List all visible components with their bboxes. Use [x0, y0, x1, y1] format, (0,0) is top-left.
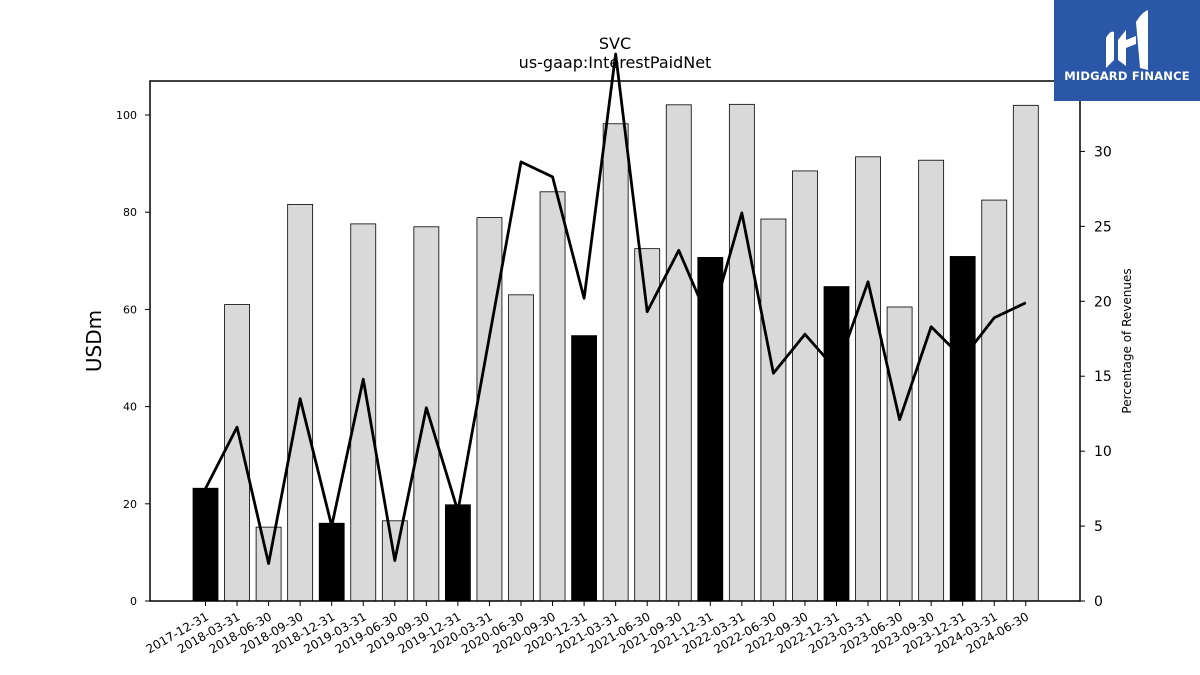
y-tick-label: 60 [123, 303, 137, 316]
bar [792, 170, 818, 602]
y2-axis-label: Percentage of Revenues [1120, 268, 1134, 413]
bar [918, 159, 945, 602]
y2-tick-label: 30 [1094, 144, 1112, 160]
bar [444, 504, 471, 602]
y2-tick-label: 20 [1094, 294, 1112, 310]
bar [602, 123, 629, 602]
bar [1012, 104, 1039, 602]
bar [728, 103, 755, 602]
y-tick-label: 40 [123, 401, 137, 414]
bar [318, 522, 345, 602]
chart-title: SVC [599, 34, 631, 53]
bar [476, 217, 503, 602]
bar [823, 286, 850, 602]
bar [192, 487, 219, 602]
y2-tick-label: 0 [1094, 594, 1103, 610]
bar [760, 218, 787, 602]
y-axis-label: USDm [82, 310, 106, 372]
bar [571, 335, 597, 602]
series-line [204, 52, 1027, 565]
bar [855, 156, 881, 602]
y2-tick-label: 5 [1094, 519, 1103, 535]
bar [665, 104, 692, 602]
y2-tick-label: 25 [1094, 219, 1112, 235]
bar [697, 257, 724, 602]
plot-frame [149, 80, 1081, 602]
brand-logo: MIDGARD FINANCE [1054, 0, 1200, 101]
bar [886, 306, 913, 602]
y2-tick-label: 10 [1094, 444, 1112, 460]
brand-name: MIDGARD FINANCE [1064, 69, 1190, 83]
bar [981, 199, 1008, 602]
bar [539, 191, 566, 602]
y-tick-label: 0 [130, 595, 137, 608]
y-tick-label: 20 [123, 498, 137, 511]
bar [350, 223, 377, 602]
y2-tick-label: 15 [1094, 369, 1112, 385]
bar [949, 256, 976, 602]
bar [224, 304, 250, 602]
brand-mark-icon [1106, 10, 1148, 70]
y-tick-label: 80 [123, 206, 137, 219]
bar [508, 294, 534, 602]
y-tick-label: 100 [116, 109, 137, 122]
